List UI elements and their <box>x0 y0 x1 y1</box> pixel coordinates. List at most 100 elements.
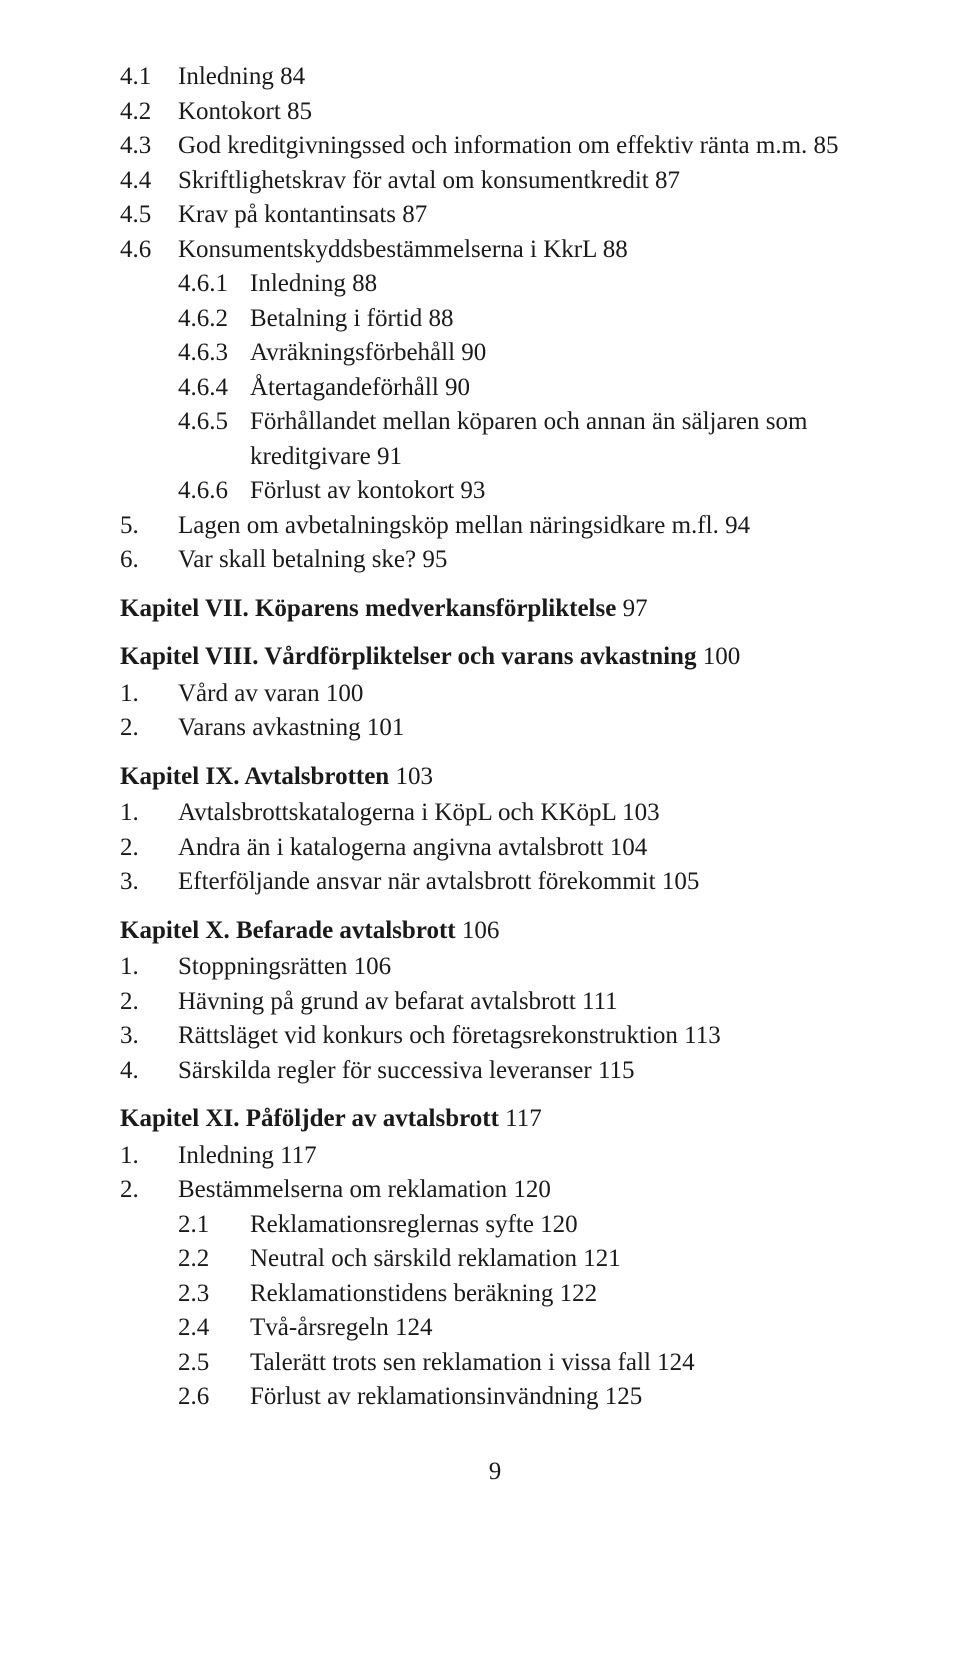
toc-entry: 2.Bestämmelserna om reklamation 120 <box>120 1173 870 1208</box>
toc-number: 4.6.1 <box>178 267 250 302</box>
toc-entry: 4.1Inledning 84 <box>120 60 870 95</box>
page-number: 9 <box>120 1455 870 1490</box>
chapter-7: Kapitel VII. Köparens medverkansförplikt… <box>120 592 870 627</box>
toc-text: Bestämmelserna om reklamation 120 <box>178 1173 870 1208</box>
toc-text: Avtalsbrottskatalogerna i KöpL och KKöpL… <box>178 796 870 831</box>
chapter-page: 103 <box>389 763 433 790</box>
toc-text: Vård av varan 100 <box>178 677 870 712</box>
toc-number: 4.6.3 <box>178 336 250 371</box>
toc-number: 2.1 <box>178 1208 250 1243</box>
toc-number: 4.6.2 <box>178 302 250 337</box>
toc-number: 2.2 <box>178 1242 250 1277</box>
toc-text: Reklamationstidens beräkning 122 <box>250 1277 870 1312</box>
toc-text: Förlust av reklamationsinvändning 125 <box>250 1380 870 1415</box>
toc-entry: 4.6Konsumentskyddsbestämmelserna i KkrL … <box>120 233 870 268</box>
chapter-page: 97 <box>616 595 647 622</box>
toc-text: Återtagandeförhåll 90 <box>250 371 870 406</box>
toc-number: 4.2 <box>120 95 178 130</box>
toc-subentry: 2.1Reklamationsreglernas syfte 120 <box>120 1208 870 1243</box>
toc-subentry: 2.4Två-årsregeln 124 <box>120 1311 870 1346</box>
toc-text: Stoppningsrätten 106 <box>178 950 870 985</box>
chapter-10: Kapitel X. Befarade avtalsbrott 106 <box>120 914 870 949</box>
chapter-title: Kapitel XI. Påföljder av avtalsbrott <box>120 1105 499 1132</box>
toc-number: 1. <box>120 796 178 831</box>
toc-number: 4.3 <box>120 129 178 164</box>
toc-number: 2. <box>120 985 178 1020</box>
toc-number: 2.5 <box>178 1346 250 1381</box>
toc-number: 3. <box>120 1019 178 1054</box>
toc-text: Rättsläget vid konkurs och företagsrekon… <box>178 1019 870 1054</box>
toc-text: Reklamationsreglernas syfte 120 <box>250 1208 870 1243</box>
toc-entry: 1.Avtalsbrottskatalogerna i KöpL och KKö… <box>120 796 870 831</box>
toc-section-4: 4.1Inledning 84 4.2Kontokort 85 4.3God k… <box>120 60 870 578</box>
chapter-page: 117 <box>499 1105 542 1132</box>
toc-subentry: 4.6.1Inledning 88 <box>120 267 870 302</box>
toc-text: Neutral och särskild reklamation 121 <box>250 1242 870 1277</box>
toc-number: 4. <box>120 1054 178 1089</box>
toc-entry: 2.Hävning på grund av befarat avtalsbrot… <box>120 985 870 1020</box>
toc-subentry: 4.6.6Förlust av kontokort 93 <box>120 474 870 509</box>
toc-number: 2. <box>120 831 178 866</box>
toc-number: 4.5 <box>120 198 178 233</box>
toc-entry: 2.Varans avkastning 101 <box>120 711 870 746</box>
chapter-title: Kapitel X. Befarade avtalsbrott <box>120 917 456 944</box>
toc-entry: 1.Inledning 117 <box>120 1139 870 1174</box>
toc-entry: 4.3God kreditgivningssed och information… <box>120 129 870 164</box>
toc-number: 5. <box>120 509 178 544</box>
toc-entry: 1.Stoppningsrätten 106 <box>120 950 870 985</box>
toc-number: 1. <box>120 950 178 985</box>
toc-text: Andra än i katalogerna angivna avtalsbro… <box>178 831 870 866</box>
toc-text: Efterföljande ansvar när avtalsbrott för… <box>178 865 870 900</box>
toc-entry: 4.5Krav på kontantinsats 87 <box>120 198 870 233</box>
toc-text: Inledning 84 <box>178 60 870 95</box>
toc-number: 1. <box>120 677 178 712</box>
toc-entry: 1.Vård av varan 100 <box>120 677 870 712</box>
toc-text: Förhållandet mellan köparen och annan än… <box>250 405 870 474</box>
toc-number: 2.6 <box>178 1380 250 1415</box>
toc-text: Förlust av kontokort 93 <box>250 474 870 509</box>
toc-number: 1. <box>120 1139 178 1174</box>
toc-subentry: 2.2Neutral och särskild reklamation 121 <box>120 1242 870 1277</box>
toc-number: 4.6.6 <box>178 474 250 509</box>
chapter-10-entries: 1.Stoppningsrätten 106 2.Hävning på grun… <box>120 950 870 1088</box>
toc-number: 2.3 <box>178 1277 250 1312</box>
chapter-8-entries: 1.Vård av varan 100 2.Varans avkastning … <box>120 677 870 746</box>
toc-subentry: 2.5Talerätt trots sen reklamation i viss… <box>120 1346 870 1381</box>
toc-number: 3. <box>120 865 178 900</box>
toc-text: Varans avkastning 101 <box>178 711 870 746</box>
toc-subentry: 4.6.3Avräkningsförbehåll 90 <box>120 336 870 371</box>
toc-subentry: 4.6.5Förhållandet mellan köparen och ann… <box>120 405 870 474</box>
toc-number: 4.6.5 <box>178 405 250 440</box>
chapter-11: Kapitel XI. Påföljder av avtalsbrott 117 <box>120 1102 870 1137</box>
toc-number: 2. <box>120 1173 178 1208</box>
toc-subentry: 4.6.4Återtagandeförhåll 90 <box>120 371 870 406</box>
toc-entry: 3.Efterföljande ansvar när avtalsbrott f… <box>120 865 870 900</box>
toc-text: Lagen om avbetalningsköp mellan näringsi… <box>178 509 870 544</box>
toc-entry: 2.Andra än i katalogerna angivna avtalsb… <box>120 831 870 866</box>
toc-text: Skriftlighetskrav för avtal om konsument… <box>178 164 870 199</box>
toc-text: Betalning i förtid 88 <box>250 302 870 337</box>
toc-subentry: 4.6.2Betalning i förtid 88 <box>120 302 870 337</box>
toc-number: 2.4 <box>178 1311 250 1346</box>
toc-number: 4.1 <box>120 60 178 95</box>
toc-text: Avräkningsförbehåll 90 <box>250 336 870 371</box>
chapter-8: Kapitel VIII. Vårdförpliktelser och vara… <box>120 640 870 675</box>
chapter-11-entries: 1.Inledning 117 2.Bestämmelserna om rekl… <box>120 1139 870 1415</box>
toc-entry: 5.Lagen om avbetalningsköp mellan näring… <box>120 509 870 544</box>
toc-number: 6. <box>120 543 178 578</box>
toc-text: Kontokort 85 <box>178 95 870 130</box>
toc-text: Krav på kontantinsats 87 <box>178 198 870 233</box>
chapter-title: Kapitel VII. Köparens medverkansförplikt… <box>120 595 616 622</box>
toc-text: Talerätt trots sen reklamation i vissa f… <box>250 1346 870 1381</box>
chapter-9-entries: 1.Avtalsbrottskatalogerna i KöpL och KKö… <box>120 796 870 900</box>
toc-number: 4.6.4 <box>178 371 250 406</box>
toc-entry: 4.Särskilda regler för successiva levera… <box>120 1054 870 1089</box>
toc-number: 2. <box>120 711 178 746</box>
toc-number: 4.4 <box>120 164 178 199</box>
chapter-page: 106 <box>456 917 500 944</box>
chapter-title: Kapitel VIII. Vårdförpliktelser och vara… <box>120 643 696 670</box>
toc-text: Var skall betalning ske? 95 <box>178 543 870 578</box>
toc-subentry: 2.6Förlust av reklamationsinvändning 125 <box>120 1380 870 1415</box>
toc-entry: 3.Rättsläget vid konkurs och företagsrek… <box>120 1019 870 1054</box>
chapter-9: Kapitel IX. Avtalsbrotten 103 <box>120 760 870 795</box>
